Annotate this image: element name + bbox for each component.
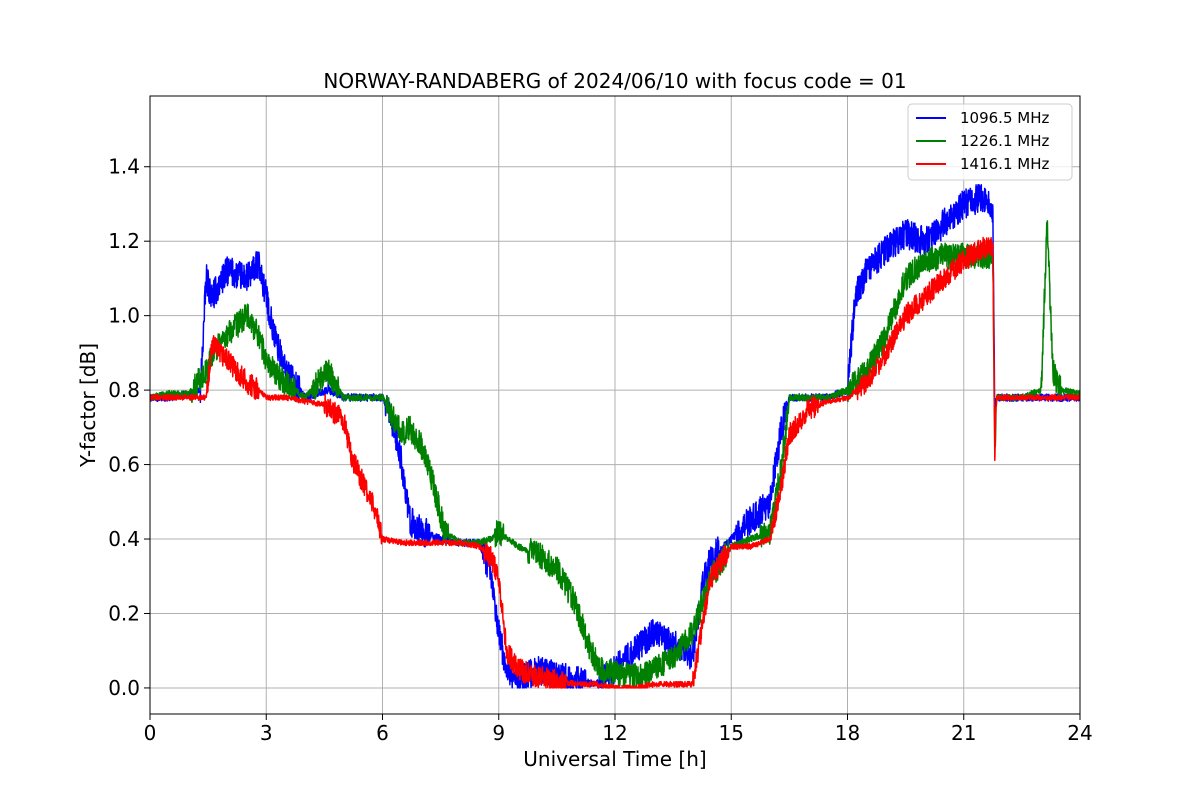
x-tick-label: 0 xyxy=(144,721,157,745)
y-tick-label: 1.0 xyxy=(108,304,140,328)
y-axis-title: Y-factor [dB] xyxy=(76,343,100,468)
x-tick-label: 18 xyxy=(835,721,860,745)
y-tick-label: 0.0 xyxy=(108,676,140,700)
y-tick-label: 1.2 xyxy=(108,229,140,253)
legend-label: 1226.1 MHz xyxy=(960,132,1049,150)
series-line xyxy=(150,236,1080,689)
series-layer xyxy=(150,183,1080,689)
x-axis-title: Universal Time [h] xyxy=(523,747,706,771)
x-tick-label: 15 xyxy=(719,721,744,745)
x-tick-label: 3 xyxy=(260,721,273,745)
x-tick-label: 9 xyxy=(492,721,505,745)
legend-label: 1096.5 MHz xyxy=(960,109,1049,127)
series-line xyxy=(150,220,1080,689)
x-axis-ticks: 0 3 6 9 12 15 18 21 24 xyxy=(144,714,1093,745)
x-tick-label: 6 xyxy=(376,721,389,745)
y-tick-label: 0.8 xyxy=(108,378,140,402)
y-tick-label: 0.6 xyxy=(108,453,140,477)
x-tick-label: 21 xyxy=(951,721,976,745)
legend: 1096.5 MHz 1226.1 MHz 1416.1 MHz xyxy=(907,103,1073,181)
y-tick-label: 1.4 xyxy=(108,155,140,179)
legend-box xyxy=(907,103,1073,181)
y-tick-label: 0.2 xyxy=(108,601,140,625)
legend-label: 1416.1 MHz xyxy=(960,155,1049,173)
y-axis-ticks: 0.0 0.2 0.4 0.6 0.8 1.0 1.2 1.4 xyxy=(108,155,150,700)
chart-title: NORWAY-RANDABERG of 2024/06/10 with focu… xyxy=(323,69,906,93)
x-tick-label: 24 xyxy=(1067,721,1092,745)
x-tick-label: 12 xyxy=(602,721,627,745)
y-tick-label: 0.4 xyxy=(108,527,140,551)
